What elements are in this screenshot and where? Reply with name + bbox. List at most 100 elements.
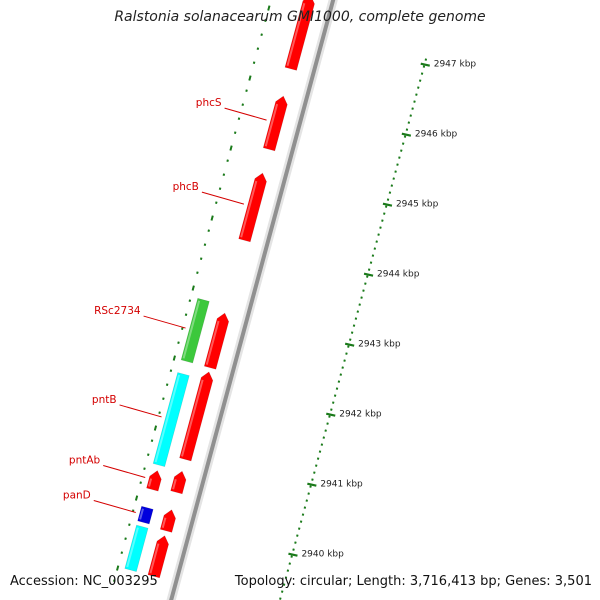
outer-tick — [267, 5, 271, 11]
accession-text: Accession: NC_003295 — [10, 574, 158, 589]
ruler-minor-tick — [347, 345, 350, 348]
ruler-minor-tick — [332, 401, 335, 404]
ruler-minor-tick — [362, 289, 365, 292]
ruler-minor-tick — [350, 331, 354, 334]
outer-tick — [162, 397, 165, 401]
ruler-major-tick — [363, 272, 374, 277]
genome-backbone — [166, 0, 338, 600]
outer-tick — [226, 159, 229, 163]
outer-tick — [172, 355, 176, 361]
outer-tick — [260, 33, 263, 37]
outer-tick — [181, 327, 184, 331]
ruler-minor-tick — [366, 275, 369, 278]
ruler-minor-tick — [407, 121, 411, 124]
ruler-minor-tick — [392, 177, 395, 180]
ruler-minor-tick — [301, 513, 305, 516]
gene-pntb-highlight — [154, 374, 181, 463]
ruler-minor-tick — [305, 499, 308, 502]
outer-tick — [237, 117, 241, 121]
outer-tick — [147, 453, 150, 457]
ruler-minor-tick — [279, 597, 282, 600]
topology-text: Topology: circular; Length: 3,716,413 bp… — [234, 574, 592, 589]
gene-phcb — [238, 172, 267, 243]
ruler-minor-tick — [297, 527, 301, 530]
ruler-minor-tick — [326, 422, 329, 425]
backbone-line — [169, 0, 336, 600]
ruler-minor-tick — [417, 86, 420, 89]
ruler-minor-tick — [294, 541, 297, 544]
ruler-minor-tick — [390, 184, 394, 187]
outer-tick — [248, 75, 252, 81]
gene-pntab-highlight — [148, 478, 153, 487]
gene-label-leader — [143, 315, 186, 329]
kbp-label: 2940 kbp — [301, 550, 344, 560]
ruler-minor-tick — [424, 58, 428, 61]
ruler-minor-tick — [403, 135, 407, 138]
gene-feature — [203, 312, 230, 370]
ruler-minor-tick — [354, 317, 358, 320]
gene-feature-highlight — [172, 479, 177, 490]
gene-label-pntb: pntB — [92, 394, 117, 406]
ruler-minor-tick — [411, 107, 414, 110]
gene-feature-highlight — [149, 543, 160, 574]
ruler-minor-tick — [396, 163, 399, 166]
gene-track — [124, 0, 315, 579]
outer-tick-track — [112, 5, 271, 583]
genome-title: Ralstonia solanacearum GMI1000, complete… — [114, 9, 486, 25]
ruler-major-tick — [288, 552, 298, 557]
ruler-minor-tick — [313, 471, 316, 474]
gene-label-rsc2734: RSc2734 — [94, 305, 141, 317]
ruler-minor-tick — [384, 205, 388, 208]
outer-tick — [256, 47, 260, 51]
outer-tick — [203, 243, 207, 247]
ruler-minor-tick — [379, 226, 382, 229]
ruler-minor-tick — [318, 450, 322, 453]
ruler-minor-tick — [341, 366, 344, 369]
gene-label-leader — [93, 500, 136, 513]
ruler-minor-tick — [413, 100, 416, 103]
kbp-label: 2941 kbp — [320, 480, 363, 490]
outer-tick — [215, 201, 218, 205]
ruler-minor-tick — [360, 296, 363, 299]
outer-tick — [134, 495, 139, 501]
ruler-minor-tick — [333, 394, 337, 397]
outer-tick — [169, 369, 173, 373]
gene-feature-highlight — [161, 517, 167, 529]
outer-tick — [124, 537, 127, 541]
ruler-minor-tick — [394, 170, 397, 173]
ruler-minor-tick — [356, 310, 360, 313]
gene-label-phcb: phcB — [173, 181, 199, 193]
ruler-minor-tick — [296, 534, 299, 537]
ruler-minor-tick — [371, 254, 375, 257]
ruler-minor-tick — [309, 485, 312, 488]
ruler-minor-tick — [320, 443, 324, 446]
gene-feature-highlight — [126, 527, 139, 568]
ruler-minor-tick — [364, 282, 367, 285]
outer-tick — [218, 187, 222, 191]
ruler-minor-tick — [316, 457, 320, 460]
kbp-labels: 2947 kbp 2946 kbp 2945 kbp 2944 kbp 2943 kbp… — [288, 60, 476, 560]
ruler-minor-tick — [352, 324, 356, 327]
gene-feature — [179, 371, 214, 462]
outer-tick — [112, 579, 116, 583]
gene-pntb — [152, 372, 190, 467]
ruler-minor-tick — [286, 569, 290, 572]
gene-feature-highlight — [286, 3, 306, 67]
ruler-minor-tick — [401, 142, 405, 145]
ruler-minor-tick — [337, 380, 341, 383]
kbp-ruler-track — [279, 58, 428, 600]
ruler-minor-tick — [307, 492, 310, 495]
ruler-minor-tick — [343, 359, 346, 362]
gene-pntab — [146, 470, 162, 492]
ruler-minor-tick — [398, 156, 401, 159]
ruler-minor-tick — [328, 415, 331, 418]
ruler-minor-tick — [386, 198, 390, 201]
gene-label-leader — [119, 404, 162, 418]
ruler-minor-tick — [288, 562, 291, 565]
ruler-minor-tick — [311, 478, 314, 481]
ruler-minor-tick — [330, 408, 333, 411]
gene-feature — [159, 509, 176, 533]
ruler-minor-tick — [284, 576, 288, 579]
ruler-minor-tick — [369, 261, 373, 264]
